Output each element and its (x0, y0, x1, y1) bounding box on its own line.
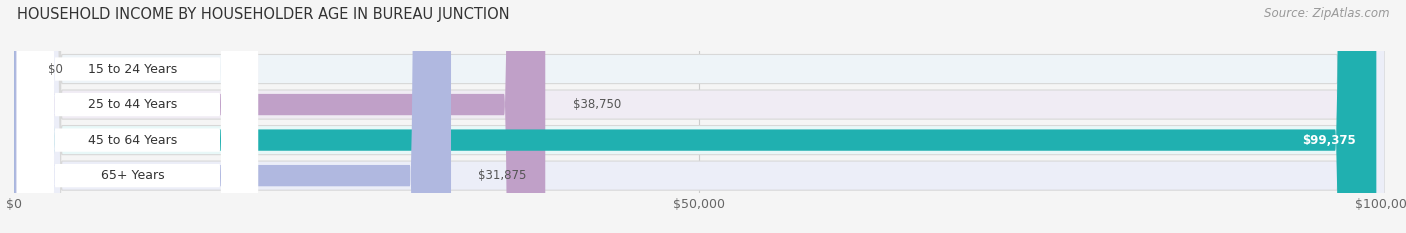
Text: 65+ Years: 65+ Years (101, 169, 165, 182)
FancyBboxPatch shape (17, 0, 259, 233)
FancyBboxPatch shape (14, 0, 1385, 233)
Text: HOUSEHOLD INCOME BY HOUSEHOLDER AGE IN BUREAU JUNCTION: HOUSEHOLD INCOME BY HOUSEHOLDER AGE IN B… (17, 7, 509, 22)
Text: 25 to 44 Years: 25 to 44 Years (89, 98, 177, 111)
FancyBboxPatch shape (14, 0, 1385, 233)
Text: $31,875: $31,875 (478, 169, 527, 182)
Text: Source: ZipAtlas.com: Source: ZipAtlas.com (1264, 7, 1389, 20)
Text: 15 to 24 Years: 15 to 24 Years (89, 62, 177, 75)
FancyBboxPatch shape (14, 0, 451, 233)
FancyBboxPatch shape (14, 0, 1385, 233)
FancyBboxPatch shape (14, 0, 39, 233)
Text: $99,375: $99,375 (1302, 134, 1355, 147)
FancyBboxPatch shape (17, 0, 259, 233)
Text: $38,750: $38,750 (572, 98, 621, 111)
FancyBboxPatch shape (14, 0, 1376, 233)
Text: $0: $0 (48, 62, 63, 75)
Text: 45 to 64 Years: 45 to 64 Years (89, 134, 177, 147)
FancyBboxPatch shape (17, 0, 259, 233)
FancyBboxPatch shape (14, 0, 546, 233)
FancyBboxPatch shape (14, 0, 1385, 233)
FancyBboxPatch shape (17, 0, 259, 233)
